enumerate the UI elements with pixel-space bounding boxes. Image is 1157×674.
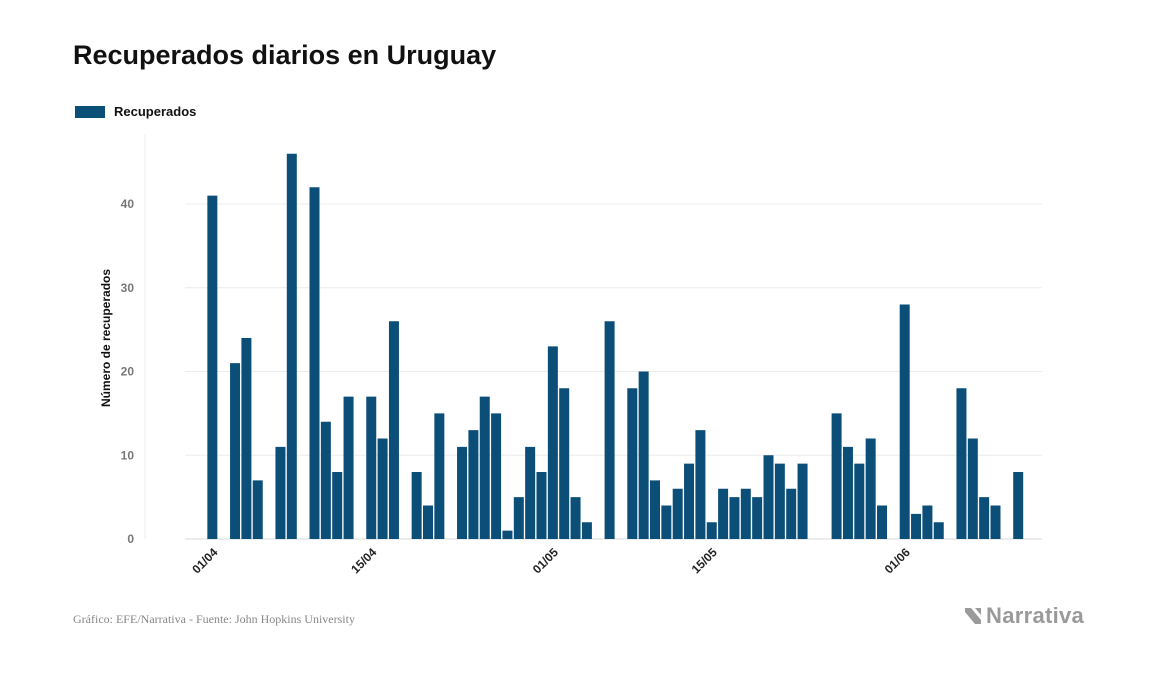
bar bbox=[740, 488, 751, 539]
bars bbox=[207, 153, 1024, 540]
bar bbox=[774, 463, 785, 540]
bar bbox=[899, 304, 910, 539]
bar bbox=[275, 446, 286, 540]
bar bbox=[979, 497, 990, 540]
bar bbox=[332, 472, 343, 539]
bar bbox=[581, 522, 592, 539]
bar bbox=[604, 321, 615, 539]
bar bbox=[684, 463, 695, 540]
bar bbox=[922, 505, 933, 539]
bar bbox=[933, 522, 944, 539]
bar bbox=[842, 446, 853, 540]
bar bbox=[786, 488, 797, 539]
x-tick-label: 15/05 bbox=[689, 545, 720, 576]
bar bbox=[911, 513, 922, 540]
bar bbox=[865, 438, 876, 539]
source-credit: Gráfico: EFE/Narrativa - Fuente: John Ho… bbox=[73, 612, 355, 626]
bar bbox=[479, 396, 490, 540]
narrativa-logo: Narrativa bbox=[963, 603, 1084, 629]
bar bbox=[967, 438, 978, 539]
bar bbox=[513, 497, 524, 540]
logo-text: Narrativa bbox=[986, 603, 1085, 628]
legend-label: Recuperados bbox=[114, 104, 197, 119]
bar bbox=[661, 505, 672, 539]
y-tick-label: 20 bbox=[121, 365, 135, 379]
bar bbox=[570, 497, 581, 540]
bar bbox=[230, 363, 241, 540]
y-tick-label: 30 bbox=[121, 281, 135, 295]
bar bbox=[434, 413, 445, 540]
bar bbox=[854, 463, 865, 540]
bar bbox=[309, 187, 320, 539]
legend: Recuperados bbox=[75, 104, 196, 119]
bar bbox=[638, 371, 649, 539]
x-tick-label: 01/04 bbox=[189, 545, 220, 576]
y-tick-label: 10 bbox=[121, 448, 135, 462]
bar bbox=[252, 480, 263, 540]
bar bbox=[377, 438, 388, 539]
bar bbox=[672, 488, 683, 539]
bar bbox=[536, 472, 547, 539]
bar bbox=[457, 446, 468, 540]
x-tick-label: 01/05 bbox=[530, 545, 561, 576]
bar bbox=[286, 153, 297, 539]
bar bbox=[388, 321, 399, 539]
bar bbox=[990, 505, 1001, 539]
bar bbox=[423, 505, 433, 539]
x-axis-ticks: 01/04 15/04 01/05 15/05 01/06 bbox=[189, 545, 913, 576]
chart-title: Recuperados diarios en Uruguay bbox=[73, 40, 497, 70]
bar bbox=[706, 522, 717, 539]
bar bbox=[956, 388, 967, 539]
bar bbox=[559, 388, 570, 539]
bar bbox=[627, 388, 638, 539]
y-tick-label: 0 bbox=[127, 532, 134, 546]
bar bbox=[468, 430, 479, 540]
y-axis-label: Número de recuperados bbox=[99, 269, 113, 407]
legend-swatch bbox=[75, 105, 105, 118]
bar bbox=[729, 497, 740, 540]
bar bbox=[207, 195, 218, 540]
bar bbox=[831, 413, 842, 540]
bar bbox=[1013, 472, 1024, 539]
bar bbox=[877, 505, 887, 539]
bar bbox=[411, 472, 422, 539]
narrativa-logo-icon bbox=[965, 608, 981, 624]
y-tick-label: 40 bbox=[121, 197, 135, 211]
bar bbox=[695, 430, 706, 540]
bar bbox=[718, 488, 729, 539]
bar bbox=[320, 421, 331, 539]
bar bbox=[763, 455, 774, 539]
bar bbox=[525, 446, 536, 540]
bar bbox=[491, 413, 502, 540]
y-axis-ticks: 0 10 20 30 40 bbox=[121, 197, 135, 546]
bar bbox=[650, 480, 660, 540]
bar bbox=[797, 463, 808, 540]
bar bbox=[502, 530, 513, 540]
bar bbox=[752, 497, 763, 540]
x-tick-label: 01/06 bbox=[882, 545, 913, 576]
bar bbox=[343, 396, 354, 540]
bar bbox=[547, 346, 558, 540]
bar bbox=[241, 338, 252, 539]
bar bbox=[366, 396, 377, 540]
x-tick-label: 15/04 bbox=[348, 545, 379, 576]
